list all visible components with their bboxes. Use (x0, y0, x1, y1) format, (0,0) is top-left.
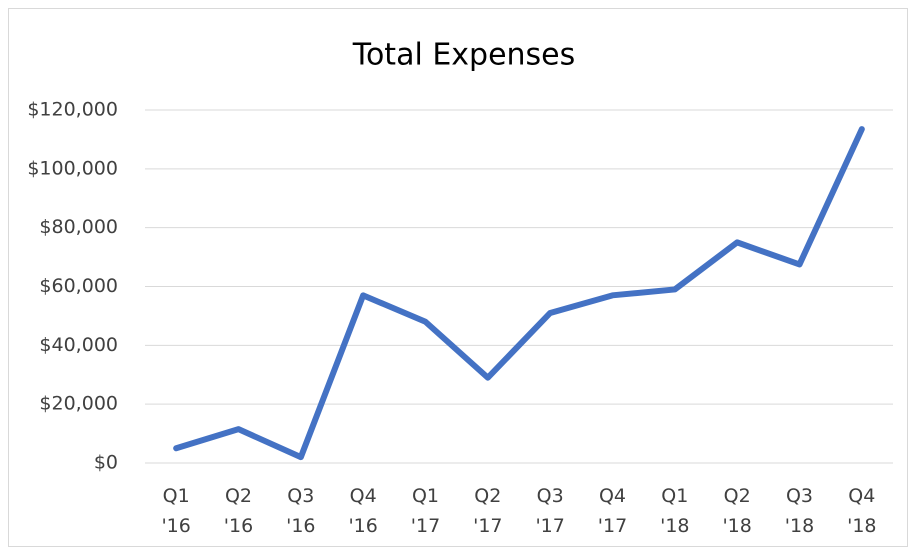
y-tick-label: $40,000 (39, 334, 118, 356)
x-tick-label: Q3 '16 (286, 485, 316, 537)
x-tick-label: Q3 '18 (784, 485, 815, 537)
y-tick-label: $80,000 (39, 216, 118, 238)
x-tick-label: Q1 '18 (660, 485, 690, 537)
x-tick-label: Q3 '17 (535, 485, 565, 537)
x-tick-label: Q2 '18 (722, 485, 752, 537)
x-tick-label: Q1 '16 (161, 485, 191, 537)
x-tick-label: Q1 '17 (410, 485, 441, 537)
y-tick-label: $120,000 (27, 99, 118, 121)
chart-border (8, 8, 908, 547)
x-tick-label: Q2 '16 (223, 485, 254, 537)
y-tick-label: $0 (94, 452, 118, 474)
x-tick-label: Q2 '17 (473, 485, 503, 537)
data-line (173, 126, 865, 461)
x-tick-label: Q4 '16 (348, 485, 378, 537)
chart-title: Total Expenses (352, 38, 576, 73)
x-tick-label: Q4 '17 (597, 485, 628, 537)
y-tick-label: $100,000 (27, 157, 118, 179)
y-tick-label: $20,000 (39, 393, 118, 415)
x-tick-label: Q4 '18 (847, 485, 877, 537)
y-tick-label: $60,000 (39, 275, 118, 297)
